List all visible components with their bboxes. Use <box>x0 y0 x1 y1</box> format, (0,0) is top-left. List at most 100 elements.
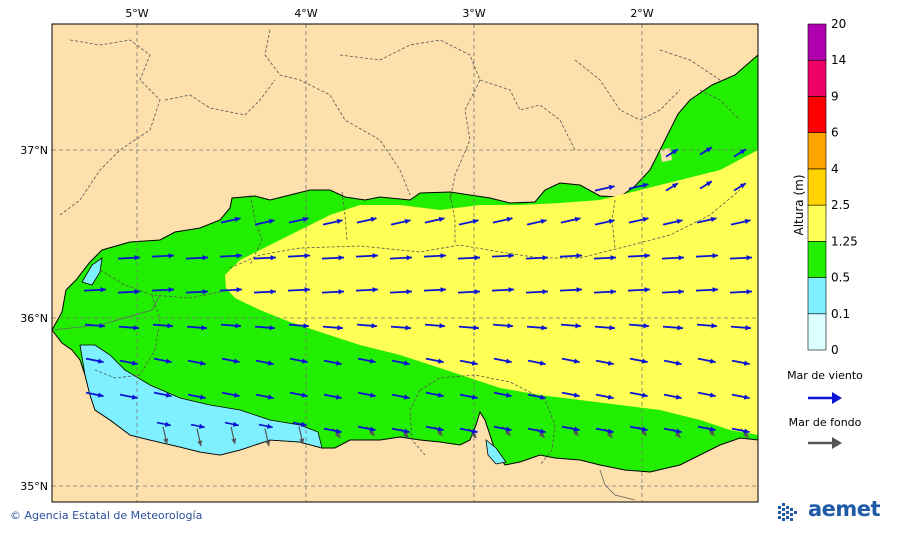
lon-tick-label: 4°W <box>294 7 317 20</box>
wave-arrow-head <box>710 216 717 222</box>
wave-arrow-head <box>677 325 683 331</box>
wave-arrow-head <box>236 253 242 259</box>
wave-arrow-head <box>199 360 206 366</box>
wave-arrow-head <box>539 432 545 438</box>
wave-arrow-head <box>369 392 376 398</box>
wave-arrow-head <box>743 394 750 400</box>
colorbar-tick-label: 9 <box>831 89 839 103</box>
wave-arrow-head <box>643 323 649 329</box>
colorbar-segment <box>807 204 827 242</box>
colorbar-segment <box>807 59 827 97</box>
wave-arrow-head <box>165 358 172 364</box>
wave-arrow-head <box>369 430 375 436</box>
wave-arrow-head <box>745 325 751 331</box>
wave-arrow-head <box>267 360 274 366</box>
lat-tick-labels: 37°N 36°N 35°N <box>20 144 48 493</box>
wave-arrow-head <box>134 255 140 261</box>
sea-yellow-zone <box>225 150 758 435</box>
wave-arrow-head <box>439 323 445 329</box>
wave-arrow-head <box>266 423 273 429</box>
lon-tick-label: 2°W <box>630 7 653 20</box>
wave-arrow-head <box>573 430 579 436</box>
wave-arrow-head <box>709 426 716 432</box>
colorbar-tick-label: 0.5 <box>831 271 850 285</box>
wave-arrow-head <box>440 287 446 293</box>
colorbar-tick-label: 0.1 <box>831 307 850 321</box>
wave-arrow-head <box>641 430 647 436</box>
wave-arrow-head <box>539 428 546 434</box>
wave-arrow-head <box>267 394 274 400</box>
sea-area <box>51 53 759 473</box>
wave-arrow-head <box>371 323 377 329</box>
wave-arrow-head <box>437 358 444 364</box>
wave-arrow-head <box>746 289 752 295</box>
wind-sea-arrow-icon <box>808 392 842 404</box>
wave-arrow-head <box>231 438 237 445</box>
aemet-logo-icon <box>778 503 797 521</box>
country-borders <box>51 294 636 501</box>
lat-tick-label: 35°N <box>20 480 48 493</box>
wave-arrow-head <box>235 323 241 329</box>
colorbar-tick-label: 20 <box>831 17 846 31</box>
wave-arrow-head <box>269 325 275 331</box>
sea-cyan-melilla <box>485 439 507 465</box>
wave-arrow-head <box>739 183 746 189</box>
wave-arrow-head <box>372 253 378 259</box>
wave-arrow-head <box>507 323 513 329</box>
wave-arrow-head <box>642 182 649 188</box>
wave-arrow-head <box>739 149 746 155</box>
wave-arrow-head <box>197 440 203 447</box>
wave-arrow-head <box>608 218 615 224</box>
wave-arrow-head <box>576 253 582 259</box>
aemet-logo-text: aemet <box>808 497 881 521</box>
wave-arrow-head <box>471 432 477 438</box>
wave-arrow-head <box>335 394 342 400</box>
wave-arrow-head <box>168 287 174 293</box>
wave-arrow-head <box>437 426 444 432</box>
colorbar-segment <box>807 23 827 61</box>
lat-tick-label: 37°N <box>20 144 48 157</box>
wave-arrow-head <box>165 392 172 398</box>
wave-arrow-head <box>301 392 308 398</box>
colorbar-segment <box>807 241 827 278</box>
wave-arrow-head <box>403 394 410 400</box>
wave-arrow-head <box>270 289 276 295</box>
wave-arrow-head <box>370 216 377 222</box>
wave-arrow-head <box>440 253 446 259</box>
wave-arrow-head <box>301 358 308 364</box>
wave-arrow-head <box>711 323 717 329</box>
colorbar-segment <box>807 168 827 206</box>
wave-arrow-head <box>607 394 614 400</box>
graticule <box>52 24 758 502</box>
wave-arrow-head <box>575 323 581 329</box>
wave-arrow-head <box>541 325 547 331</box>
wave-arrow-head <box>337 325 343 331</box>
wave-arrow-head <box>97 358 104 364</box>
colorbar-tick-label: 2.5 <box>831 198 850 212</box>
wave-arrow-head <box>542 289 548 295</box>
wave-arrow-head <box>369 358 376 364</box>
colorbar-segment <box>807 277 827 315</box>
colorbar-segment <box>807 313 827 351</box>
wave-arrow-head <box>709 358 716 364</box>
colorbar-tick-label: 0 <box>831 343 839 357</box>
wave-arrow-head <box>168 253 174 259</box>
wave-arrow-head <box>709 430 715 436</box>
wave-arrow-head <box>100 287 106 293</box>
wave-arrow-head <box>299 438 305 445</box>
wave-arrow-head <box>437 430 443 436</box>
wave-arrow-head <box>641 358 648 364</box>
wave-arrow-head <box>233 392 240 398</box>
wave-arrow-head <box>335 428 342 434</box>
wave-arrow-head <box>268 218 275 224</box>
wave-arrow-head <box>610 255 616 261</box>
wave-arrow-head <box>133 325 139 331</box>
wave-arrow-head <box>641 392 648 398</box>
wave-arrow-head <box>163 438 169 445</box>
lon-tick-label: 5°W <box>125 7 148 20</box>
wave-arrow-head <box>236 287 242 293</box>
wave-arrow-head <box>505 426 512 432</box>
wave-arrow-head <box>743 432 749 438</box>
wave-arrow-head <box>505 392 512 398</box>
wave-arrow-head <box>202 255 208 261</box>
